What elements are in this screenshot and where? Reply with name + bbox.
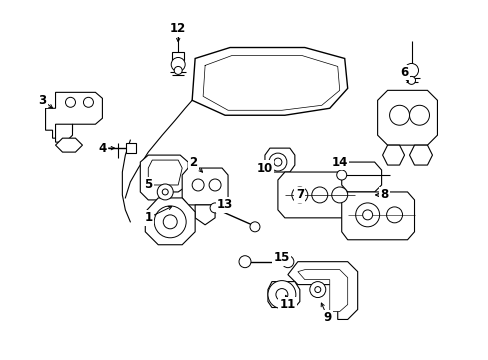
Polygon shape bbox=[182, 168, 227, 205]
Polygon shape bbox=[267, 282, 299, 307]
Bar bbox=[172, 53, 184, 60]
Circle shape bbox=[273, 158, 281, 166]
Circle shape bbox=[162, 189, 168, 195]
Text: 7: 7 bbox=[295, 188, 303, 202]
Circle shape bbox=[407, 76, 415, 84]
Circle shape bbox=[239, 256, 250, 268]
Polygon shape bbox=[140, 155, 188, 200]
Bar bbox=[126, 143, 136, 153]
Circle shape bbox=[336, 170, 346, 180]
Circle shape bbox=[404, 63, 418, 77]
Polygon shape bbox=[277, 172, 354, 218]
Polygon shape bbox=[408, 145, 431, 165]
Circle shape bbox=[408, 105, 428, 125]
Circle shape bbox=[249, 222, 260, 232]
Text: 13: 13 bbox=[217, 198, 233, 211]
Circle shape bbox=[83, 97, 93, 107]
Circle shape bbox=[192, 179, 203, 191]
Circle shape bbox=[281, 256, 293, 268]
Circle shape bbox=[163, 215, 177, 229]
Text: 6: 6 bbox=[400, 66, 408, 79]
Circle shape bbox=[291, 187, 307, 203]
Circle shape bbox=[210, 203, 220, 213]
Circle shape bbox=[154, 206, 186, 238]
Text: 9: 9 bbox=[323, 311, 331, 324]
Polygon shape bbox=[56, 124, 72, 142]
Polygon shape bbox=[264, 148, 294, 172]
Polygon shape bbox=[148, 160, 182, 185]
Polygon shape bbox=[297, 270, 347, 311]
Polygon shape bbox=[341, 192, 414, 240]
Text: 2: 2 bbox=[189, 156, 197, 168]
Circle shape bbox=[389, 105, 408, 125]
Text: 15: 15 bbox=[273, 251, 289, 264]
Text: 3: 3 bbox=[39, 94, 46, 107]
Text: 5: 5 bbox=[144, 179, 152, 192]
Circle shape bbox=[275, 289, 287, 301]
Polygon shape bbox=[341, 162, 381, 192]
Text: 8: 8 bbox=[380, 188, 388, 202]
Circle shape bbox=[65, 97, 75, 107]
Text: 10: 10 bbox=[256, 162, 272, 175]
Polygon shape bbox=[192, 48, 347, 115]
Circle shape bbox=[386, 207, 402, 223]
Circle shape bbox=[209, 179, 221, 191]
Circle shape bbox=[362, 210, 372, 220]
Polygon shape bbox=[195, 205, 215, 225]
Polygon shape bbox=[56, 138, 82, 152]
Text: 4: 4 bbox=[98, 141, 106, 155]
Circle shape bbox=[267, 280, 295, 309]
Circle shape bbox=[171, 58, 185, 71]
Circle shape bbox=[157, 184, 173, 200]
Circle shape bbox=[355, 203, 379, 227]
Polygon shape bbox=[377, 90, 437, 145]
Text: 14: 14 bbox=[331, 156, 347, 168]
Polygon shape bbox=[287, 262, 357, 319]
Circle shape bbox=[314, 287, 320, 293]
Circle shape bbox=[311, 187, 327, 203]
Circle shape bbox=[268, 153, 286, 171]
Circle shape bbox=[174, 67, 182, 75]
Circle shape bbox=[331, 187, 347, 203]
Polygon shape bbox=[382, 145, 404, 165]
Polygon shape bbox=[145, 198, 195, 245]
Text: 1: 1 bbox=[144, 211, 152, 224]
Text: 12: 12 bbox=[170, 22, 186, 35]
Polygon shape bbox=[45, 92, 102, 138]
Circle shape bbox=[309, 282, 325, 298]
Text: 11: 11 bbox=[279, 298, 295, 311]
